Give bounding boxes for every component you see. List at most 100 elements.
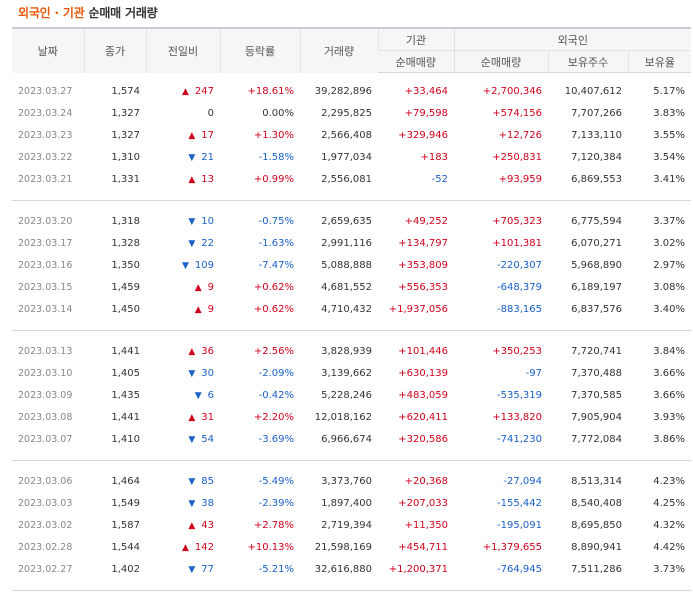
volume-cell: 3,828,939 [321, 346, 372, 357]
foreign-holdings-cell: 8,513,314 [571, 476, 622, 487]
change-value: 13 [201, 174, 214, 185]
foreign-holdings-cell: 7,370,488 [571, 368, 622, 379]
foreign-holdings-cell: 7,511,286 [571, 564, 622, 575]
inst-net-cell: +630,139 [398, 368, 448, 379]
inst-net-cell: +1,200,371 [388, 564, 448, 575]
inst-net-cell: +11,350 [404, 520, 448, 531]
inst-net-cell: +49,252 [404, 216, 448, 227]
rate-cell: -3.69% [258, 434, 294, 445]
date-cell: 2023.03.14 [18, 304, 73, 315]
triangle-down-icon: ▼ [188, 217, 196, 227]
foreign-holdings-cell: 7,370,585 [571, 390, 622, 401]
group-divider [12, 190, 692, 201]
rate-cell: -1.58% [258, 152, 294, 163]
foreign-net-cell: -195,091 [497, 520, 542, 531]
change-cell: ▼ 54 [146, 429, 220, 451]
rate-cell: +2.78% [253, 520, 294, 531]
rate-cell: -5.49% [258, 476, 294, 487]
volume-cell: 2,991,116 [321, 238, 372, 249]
foreign-ratio-cell: 3.66% [653, 390, 686, 401]
inst-net-cell: +320,586 [398, 434, 448, 445]
change-value: 9 [207, 304, 214, 315]
foreign-ratio-cell: 3.86% [653, 434, 686, 445]
triangle-up-icon: ▲ [188, 347, 196, 357]
close-cell: 1,435 [111, 390, 140, 401]
foreign-holdings-cell: 8,890,941 [571, 542, 622, 553]
table-row: 2023.03.10 1,405 ▼ 30 -2.09% 3,139,662 +630,13… [12, 363, 691, 385]
date-cell: 2023.02.27 [18, 564, 73, 575]
change-cell: ▲ 43 [146, 515, 220, 537]
volume-cell: 2,566,408 [321, 130, 372, 141]
date-cell: 2023.03.24 [18, 108, 73, 119]
foreign-net-cell: -155,442 [497, 498, 542, 509]
triangle-down-icon: ▼ [188, 499, 196, 509]
close-cell: 1,450 [111, 304, 140, 315]
close-cell: 1,549 [111, 498, 140, 509]
triangle-down-icon: ▼ [188, 565, 196, 575]
date-cell: 2023.03.09 [18, 390, 73, 401]
volume-cell: 6,966,674 [321, 434, 372, 445]
change-value: 247 [194, 86, 214, 97]
table-row: 2023.03.14 1,450 ▲ 9 +0.62% 4,710,432 +1,937,0… [12, 299, 691, 321]
header-foreign: 외국인 [453, 27, 692, 51]
foreign-ratio-cell: 5.17% [653, 86, 686, 97]
table-row: 2023.03.24 1,327 0 0.00% 2,295,825 +79,598 +57… [12, 103, 691, 125]
spacer-row [12, 73, 691, 81]
foreign-net-cell: -764,945 [497, 564, 542, 575]
rate-cell: -2.39% [258, 498, 294, 509]
rate-cell: +18.61% [247, 86, 294, 97]
rate-cell: -0.42% [258, 390, 294, 401]
rate-cell: -7.47% [258, 260, 294, 271]
volume-cell: 39,282,896 [314, 86, 372, 97]
group-divider [12, 450, 692, 461]
header-institution: 기관 [377, 27, 454, 51]
rate-cell: +0.62% [253, 282, 294, 293]
triangle-down-icon: ▼ [188, 153, 196, 163]
change-cell: ▲ 247 [146, 81, 220, 103]
change-cell: ▲ 142 [146, 537, 220, 559]
volume-cell: 2,556,081 [321, 174, 372, 185]
volume-cell: 12,018,162 [314, 412, 372, 423]
triangle-up-icon: ▲ [194, 283, 202, 293]
table-row: 2023.03.22 1,310 ▼ 21 -1.58% 1,977,034 +183 +25… [12, 147, 691, 169]
table-header: 날짜 종가 전일비 등락률 거래량 기관 외국인 순매매량 순매매량 보유주수 … [12, 27, 692, 73]
foreign-net-cell: +350,253 [492, 346, 542, 357]
foreign-net-cell: -648,379 [497, 282, 542, 293]
foreign-ratio-cell: 3.54% [653, 152, 686, 163]
spacer-row [12, 201, 691, 211]
rate-cell: +2.20% [253, 412, 294, 423]
table-row: 2023.03.17 1,328 ▼ 22 -1.63% 2,991,116 +134,79… [12, 233, 691, 255]
foreign-ratio-cell: 3.08% [653, 282, 686, 293]
header-date: 날짜 [12, 27, 84, 73]
table-row: 2023.03.09 1,435 ▼ 6 -0.42% 5,228,246 +483,059… [12, 385, 691, 407]
rate-cell: -1.63% [258, 238, 294, 249]
foreign-ratio-cell: 3.37% [653, 216, 686, 227]
volume-cell: 3,139,662 [321, 368, 372, 379]
foreign-ratio-cell: 3.84% [653, 346, 686, 357]
foreign-ratio-cell: 4.23% [653, 476, 686, 487]
foreign-ratio-cell: 3.73% [653, 564, 686, 575]
header-close: 종가 [83, 27, 146, 73]
change-cell: ▼ 85 [146, 471, 220, 493]
triangle-down-icon: ▼ [188, 239, 196, 249]
inst-net-cell: +33,464 [404, 86, 448, 97]
triangle-up-icon: ▲ [188, 131, 196, 141]
change-value: 36 [201, 346, 214, 357]
close-cell: 1,310 [111, 152, 140, 163]
foreign-net-cell: -97 [525, 368, 542, 379]
foreign-net-cell: -535,319 [497, 390, 542, 401]
close-cell: 1,441 [111, 412, 140, 423]
foreign-ratio-cell: 3.83% [653, 108, 686, 119]
change-cell: ▼ 30 [146, 363, 220, 385]
change-cell: ▼ 10 [146, 211, 220, 233]
close-cell: 1,441 [111, 346, 140, 357]
change-cell: ▼ 22 [146, 233, 220, 255]
foreign-holdings-cell: 8,695,850 [571, 520, 622, 531]
date-cell: 2023.03.10 [18, 368, 73, 379]
table-row: 2023.03.02 1,587 ▲ 43 +2.78% 2,719,394 +11,350… [12, 515, 691, 537]
change-cell: ▲ 36 [146, 341, 220, 363]
inst-net-cell: +1,937,056 [388, 304, 448, 315]
volume-cell: 2,719,394 [321, 520, 372, 531]
foreign-net-cell: +705,323 [492, 216, 542, 227]
